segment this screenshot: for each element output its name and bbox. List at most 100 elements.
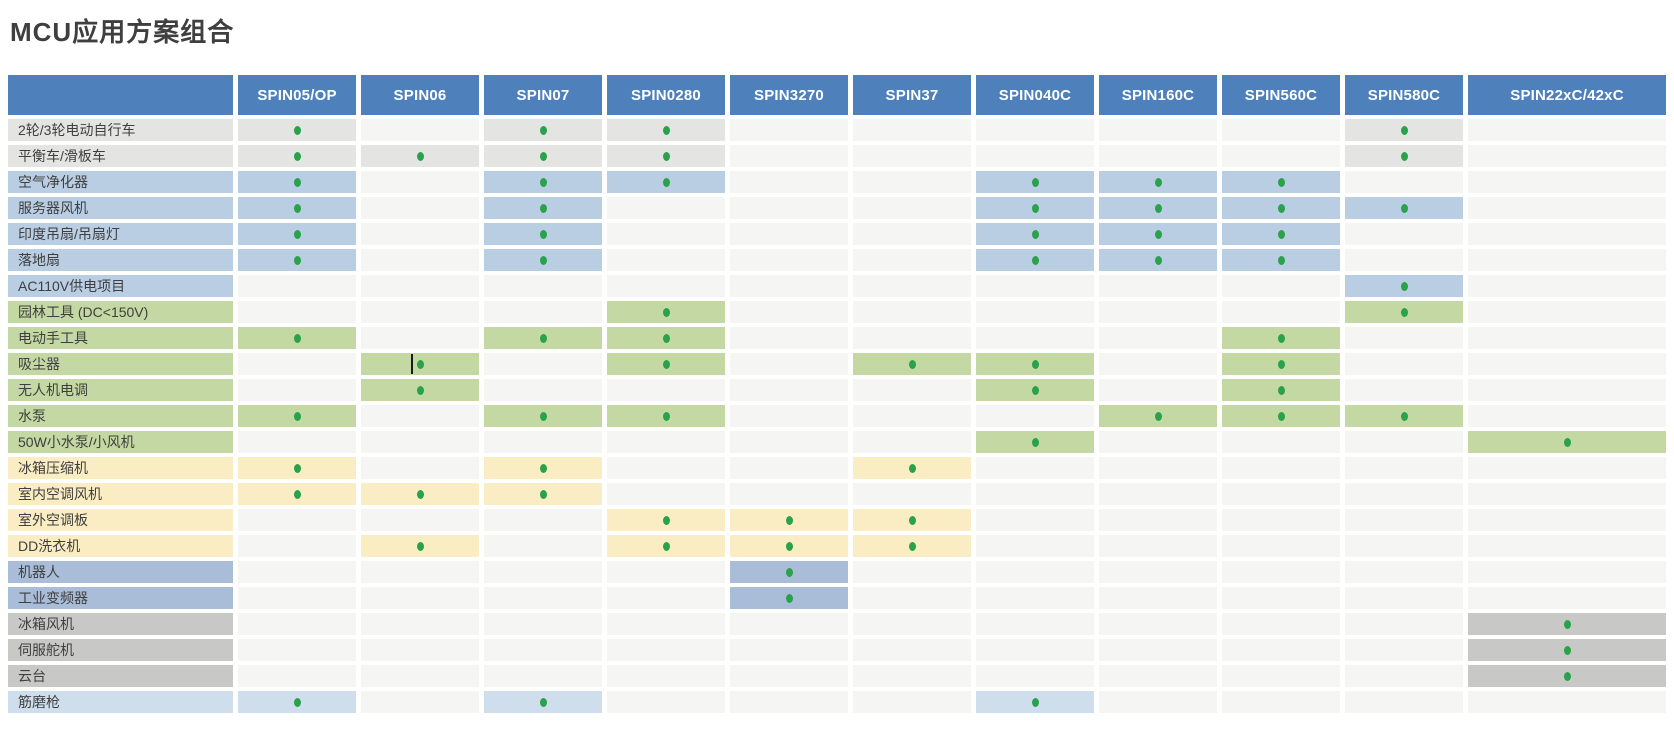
matrix-cell: [607, 431, 725, 453]
matrix-cell: [484, 457, 602, 479]
matrix-cell: [238, 145, 356, 167]
support-dot-icon: [1277, 255, 1285, 265]
matrix-cell: [484, 639, 602, 661]
matrix-cell: [1345, 691, 1463, 713]
matrix-cell: [238, 457, 356, 479]
support-dot-icon: [1031, 359, 1039, 369]
matrix-cell: [607, 301, 725, 323]
matrix-cell: [1468, 353, 1666, 375]
support-dot-icon: [293, 255, 301, 265]
matrix-cell: [1468, 301, 1666, 323]
matrix-cell: [1345, 171, 1463, 193]
support-dot-icon: [785, 567, 793, 577]
matrix-cell: [976, 483, 1094, 505]
matrix-cell: [853, 457, 971, 479]
matrix-cell: [1222, 145, 1340, 167]
matrix-cell: [730, 119, 848, 141]
row-label: 无人机电调: [8, 379, 233, 401]
matrix-cell: [361, 145, 479, 167]
column-header-spin22xc-42xc: SPIN22xC/42xC: [1468, 75, 1666, 115]
matrix-cell: [484, 145, 602, 167]
matrix-cell: [361, 171, 479, 193]
matrix-cell: [1222, 301, 1340, 323]
matrix-cell: [1222, 483, 1340, 505]
matrix-cell: [361, 431, 479, 453]
matrix-cell: [238, 405, 356, 427]
matrix-cell: [976, 379, 1094, 401]
matrix-cell: [484, 171, 602, 193]
matrix-cell: [361, 561, 479, 583]
matrix-cell: [976, 431, 1094, 453]
matrix-cell: [1222, 587, 1340, 609]
matrix-cell: [1345, 587, 1463, 609]
matrix-cell: [1099, 223, 1217, 245]
matrix-cell: [730, 145, 848, 167]
matrix-cell: [1468, 405, 1666, 427]
support-dot-icon: [785, 593, 793, 603]
support-dot-icon: [416, 151, 424, 161]
matrix-cell: [607, 483, 725, 505]
matrix-cell: [607, 405, 725, 427]
matrix-cell: [238, 639, 356, 661]
support-dot-icon: [539, 203, 547, 213]
matrix-cell: [730, 197, 848, 219]
row-label: 2轮/3轮电动自行车: [8, 119, 233, 141]
matrix-cell: [1099, 509, 1217, 531]
column-header-spin560c: SPIN560C: [1222, 75, 1340, 115]
matrix-cell: [853, 145, 971, 167]
support-dot-icon: [1031, 385, 1039, 395]
matrix-cell: [238, 691, 356, 713]
matrix-cell: [238, 197, 356, 219]
matrix-cell: [976, 535, 1094, 557]
matrix-cell: [361, 379, 479, 401]
matrix-cell: [976, 639, 1094, 661]
text-cursor-artifact: [411, 354, 413, 374]
matrix-cell: [1222, 535, 1340, 557]
matrix-cell: [484, 431, 602, 453]
row-label: 空气净化器: [8, 171, 233, 193]
matrix-cell: [607, 535, 725, 557]
matrix-cell: [853, 431, 971, 453]
support-dot-icon: [293, 697, 301, 707]
row-label: DD洗衣机: [8, 535, 233, 557]
support-dot-icon: [1154, 229, 1162, 239]
support-dot-icon: [1563, 645, 1571, 655]
support-dot-icon: [293, 411, 301, 421]
matrix-cell: [1099, 275, 1217, 297]
matrix-cell: [1222, 197, 1340, 219]
matrix-cell: [853, 379, 971, 401]
matrix-cell: [976, 119, 1094, 141]
matrix-cell: [1468, 457, 1666, 479]
support-dot-icon: [1400, 203, 1408, 213]
matrix-cell: [1222, 119, 1340, 141]
matrix-cell: [1222, 431, 1340, 453]
matrix-cell: [484, 587, 602, 609]
matrix-cell: [1222, 639, 1340, 661]
matrix-cell: [853, 483, 971, 505]
matrix-cell: [607, 457, 725, 479]
support-dot-icon: [785, 515, 793, 525]
matrix-cell: [1468, 431, 1666, 453]
matrix-cell: [361, 483, 479, 505]
support-dot-icon: [293, 177, 301, 187]
matrix-cell: [976, 509, 1094, 531]
support-dot-icon: [293, 463, 301, 473]
matrix-cell: [1222, 275, 1340, 297]
support-dot-icon: [1031, 177, 1039, 187]
matrix-cell: [238, 587, 356, 609]
column-header-spin160c: SPIN160C: [1099, 75, 1217, 115]
matrix-cell: [976, 561, 1094, 583]
matrix-cell: [1468, 197, 1666, 219]
matrix-cell: [1099, 639, 1217, 661]
row-label: 平衡车/滑板车: [8, 145, 233, 167]
matrix-cell: [607, 119, 725, 141]
matrix-cell: [976, 665, 1094, 687]
matrix-cell: [1222, 379, 1340, 401]
matrix-cell: [1468, 665, 1666, 687]
matrix-cell: [1099, 587, 1217, 609]
matrix-cell: [853, 301, 971, 323]
matrix-cell: [238, 613, 356, 635]
support-dot-icon: [539, 463, 547, 473]
matrix-cell: [1345, 379, 1463, 401]
matrix-cell: [607, 145, 725, 167]
